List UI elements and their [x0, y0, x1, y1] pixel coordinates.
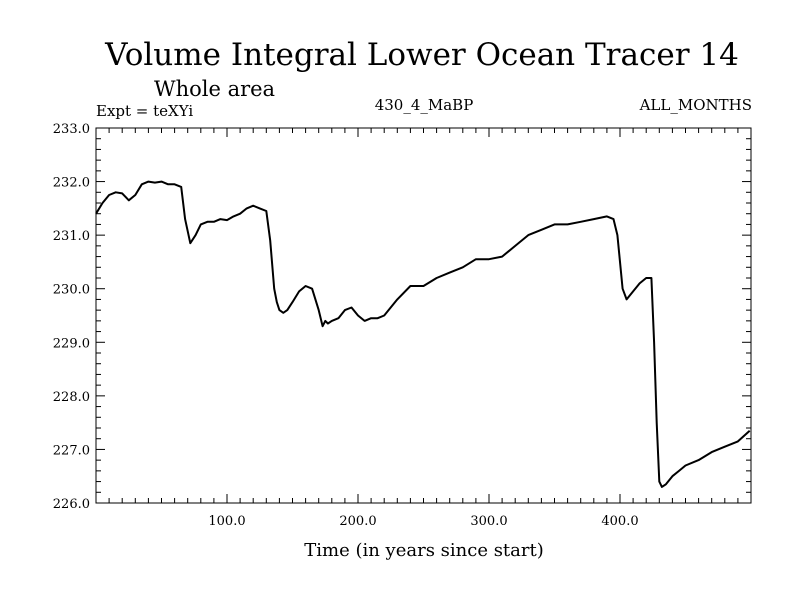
chart-subtitle: Whole area: [154, 77, 275, 101]
x-tick-label: 200.0: [339, 514, 376, 529]
x-tick-label: 300.0: [470, 514, 507, 529]
y-tick-label: 232.0: [53, 176, 90, 191]
experiment-label: Expt = teXYi: [96, 102, 193, 120]
axis-ticks: [96, 127, 751, 504]
y-tick-labels: 226.0 227.0 228.0 229.0 230.0 231.0 232.0 233.0: [53, 122, 90, 512]
x-tick-labels: 100.0 200.0 300.0 400.0: [208, 514, 638, 529]
y-tick-label: 229.0: [53, 336, 90, 351]
period-label: ALL_MONTHS: [639, 96, 752, 114]
run-label: 430_4_MaBP: [375, 96, 474, 114]
y-tick-label: 233.0: [53, 122, 90, 137]
y-tick-label: 230.0: [53, 283, 90, 298]
y-tick-label: 228.0: [53, 390, 90, 405]
series-line: [95, 180, 751, 488]
x-axis-label: Time (in years since start): [304, 540, 544, 561]
y-tick-label: 227.0: [53, 443, 90, 458]
y-tick-label: 226.0: [53, 497, 90, 512]
x-tick-label: 400.0: [601, 514, 638, 529]
y-tick-label: 231.0: [53, 229, 90, 244]
chart-title: Volume Integral Lower Ocean Tracer 14: [104, 37, 739, 73]
x-tick-label: 100.0: [208, 514, 245, 529]
